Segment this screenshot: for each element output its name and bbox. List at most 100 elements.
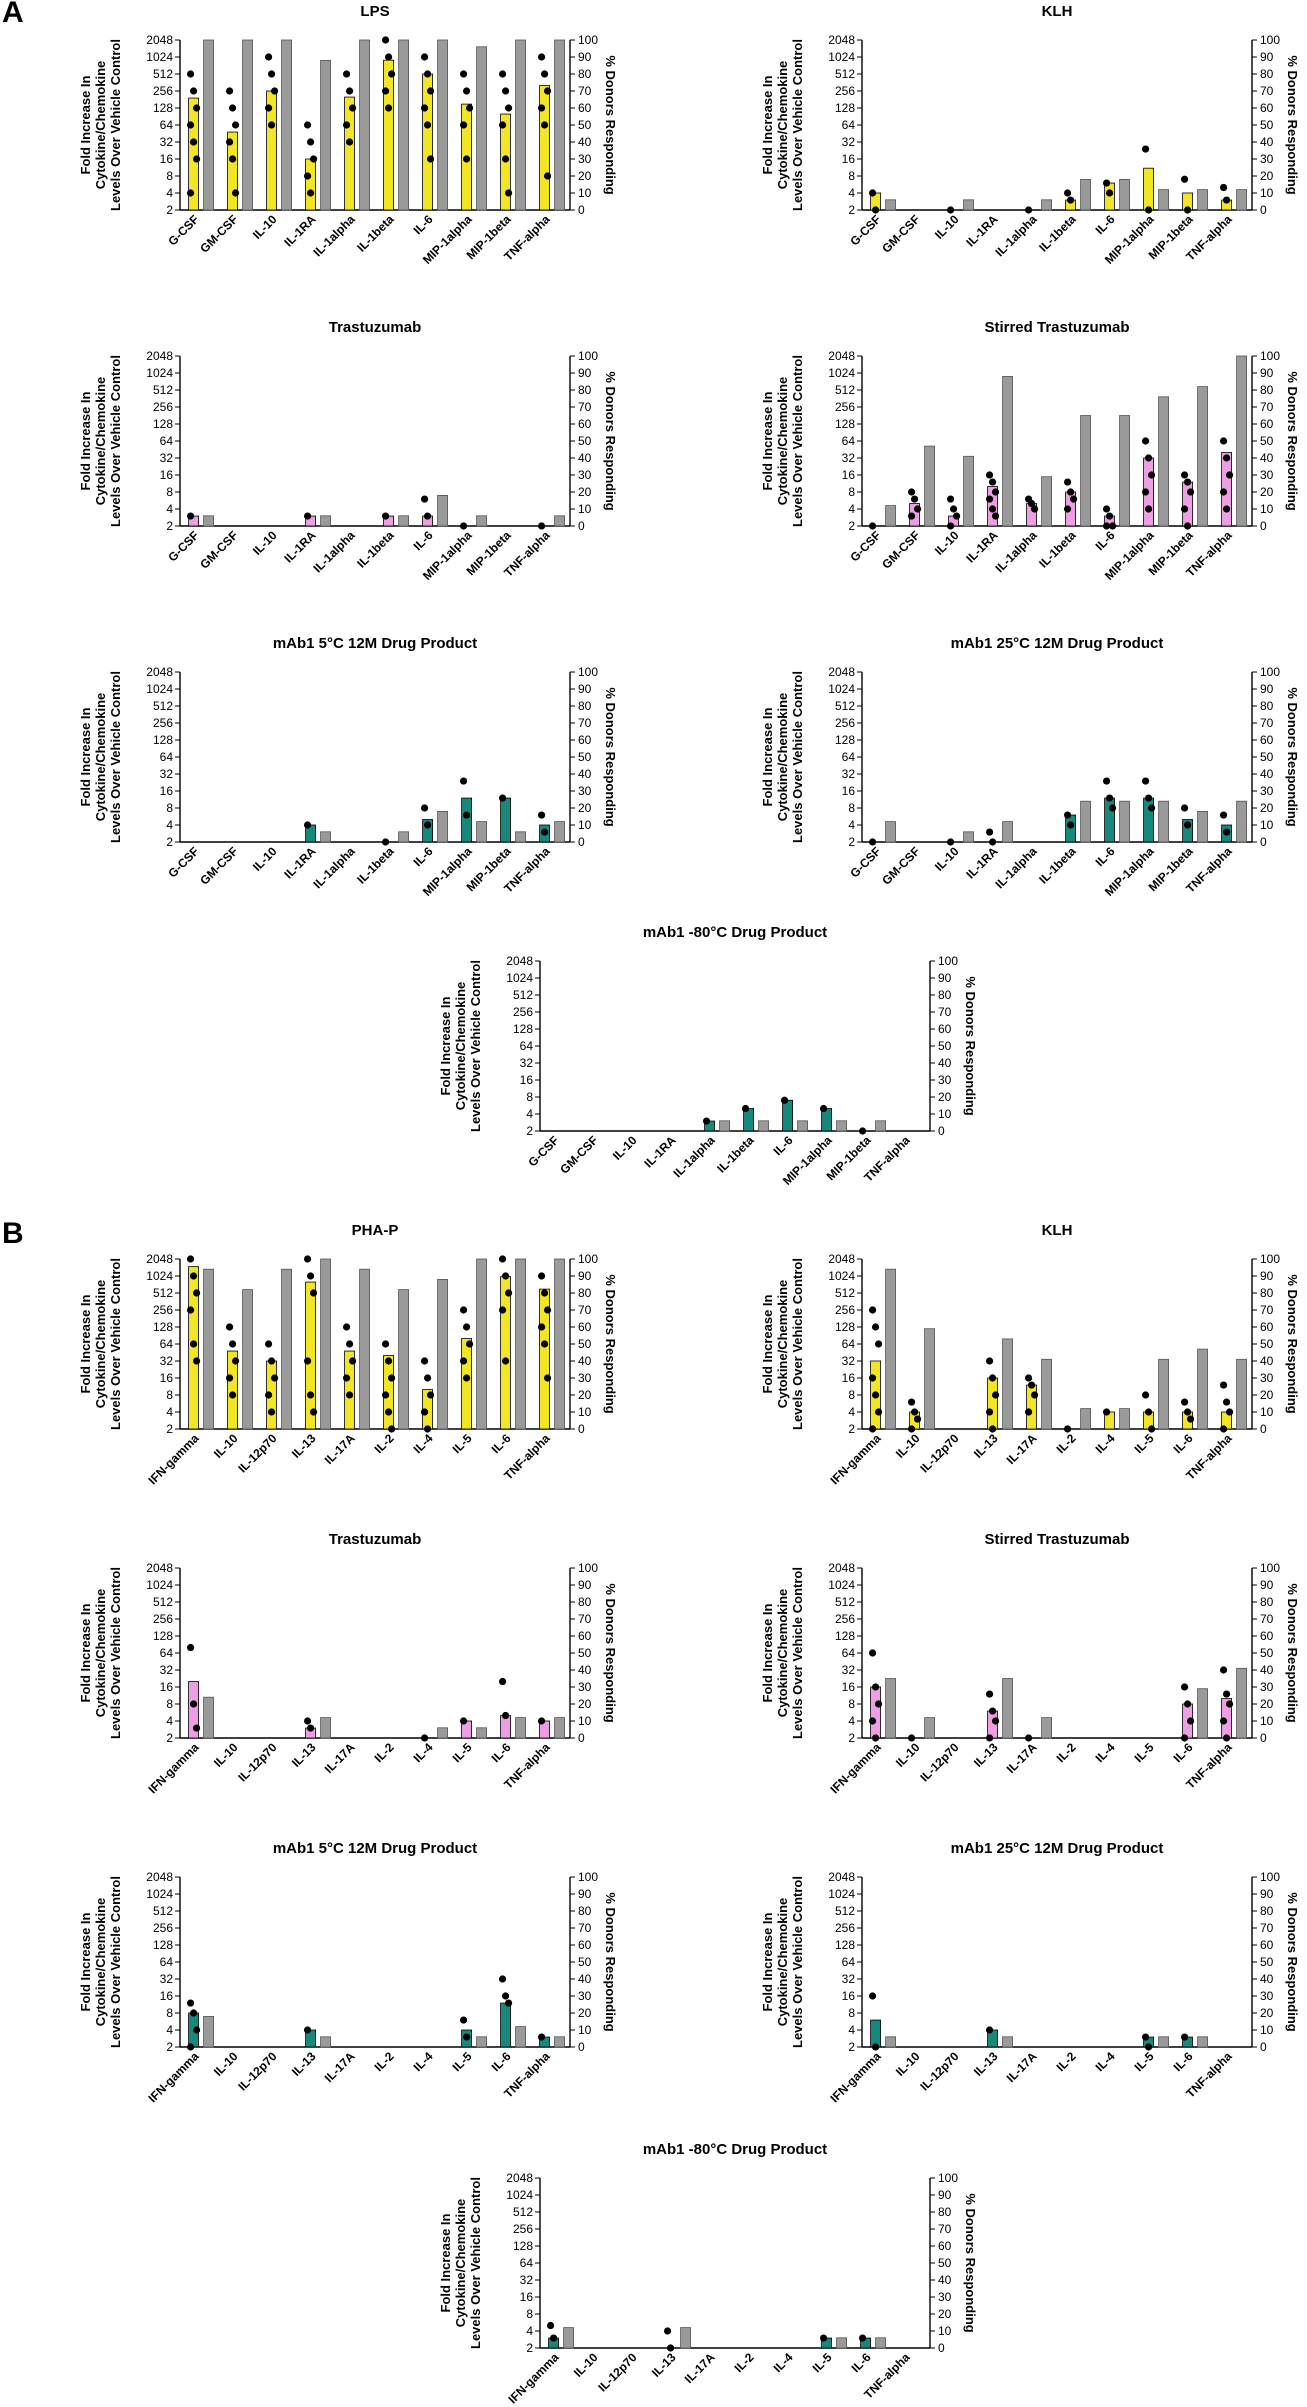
chart-title: mAb1 5°C 12M Drug Product <box>273 1840 477 1857</box>
y-tick-label: 512 <box>835 1595 855 1609</box>
y2-tick-label: 70 <box>1260 400 1274 414</box>
category-label: IL-6 <box>411 212 436 237</box>
donor-point <box>868 1306 877 1314</box>
donor-point <box>1024 206 1033 214</box>
y2-tick-label: 10 <box>578 2023 592 2037</box>
donor-point <box>231 121 240 129</box>
y-axis-label-line: Levels Over Vehicle Control <box>468 2177 483 2349</box>
y2-axis-label: % Donors Responding <box>603 371 618 510</box>
donor-point <box>225 1374 234 1382</box>
donor-point <box>1180 804 1189 812</box>
y-axis-label-line: Fold Increase In <box>78 75 93 174</box>
donor-point <box>504 1289 513 1297</box>
y-tick-label: 2 <box>526 1124 533 1138</box>
y2-tick-label: 30 <box>1260 784 1274 798</box>
category-label: IL-10 <box>571 2350 601 2380</box>
y-tick-label: 512 <box>835 383 855 397</box>
donor-point <box>1030 505 1039 513</box>
y-axis-label-line: Fold Increase In <box>438 996 453 1095</box>
y-tick-label: 16 <box>842 152 856 166</box>
donor-point <box>1066 488 1075 496</box>
category-label: G-CSF <box>847 528 883 564</box>
donor-percent-bar <box>1080 415 1091 527</box>
donor-point <box>303 172 312 180</box>
y-tick-label: 1024 <box>506 971 533 985</box>
donor-point <box>423 1374 432 1382</box>
category-label: IL-12p70 <box>235 1740 280 1785</box>
y-axis-label-line: Fold Increase In <box>78 1603 93 1702</box>
y-tick-label: 16 <box>842 1680 856 1694</box>
category-label: IL-5 <box>450 1740 475 1765</box>
donor-point <box>946 838 955 846</box>
donor-percent-bar <box>1119 178 1130 211</box>
y-tick-label: 512 <box>153 1286 173 1300</box>
donor-point <box>186 2043 195 2051</box>
donor-point <box>985 2026 994 2034</box>
y-tick-label: 2 <box>848 1731 855 1745</box>
y-tick-label: 1024 <box>828 1887 855 1901</box>
y2-tick-label: 60 <box>578 1629 592 1643</box>
panel-label-b: B <box>2 1217 24 1250</box>
category-label: IL-12p70 <box>235 2049 280 2094</box>
y2-tick-label: 50 <box>938 1039 952 1053</box>
donor-point <box>543 87 552 95</box>
y-tick-label: 64 <box>842 118 856 132</box>
y-tick-label: 128 <box>153 417 173 431</box>
y-tick-label: 4 <box>848 818 855 832</box>
y-tick-label: 4 <box>166 2023 173 2037</box>
y-axis-label-line: Fold Increase In <box>78 1912 93 2011</box>
fold-bar <box>188 97 199 211</box>
y2-tick-label: 80 <box>578 1595 592 1609</box>
donor-point <box>868 1374 877 1382</box>
donor-point <box>303 821 312 829</box>
y2-axis-label: % Donors Responding <box>963 2193 978 2332</box>
y-tick-label: 128 <box>513 2239 533 2253</box>
donor-percent-bar <box>398 515 409 527</box>
y2-tick-label: 40 <box>1260 1354 1274 1368</box>
y-tick-label: 32 <box>160 767 174 781</box>
y2-tick-label: 0 <box>578 519 585 533</box>
donor-percent-bar <box>203 1696 214 1739</box>
donor-point <box>1102 777 1111 785</box>
y2-axis-label: % Donors Responding <box>1285 371 1300 510</box>
y2-tick-label: 10 <box>578 502 592 516</box>
category-label: IL-2 <box>1054 2049 1079 2074</box>
donor-point <box>306 138 315 146</box>
category-label: IL-6 <box>1171 1740 1196 1765</box>
donor-point <box>498 1677 507 1686</box>
donor-point <box>423 121 432 129</box>
donor-point <box>423 821 432 829</box>
y2-tick-label: 60 <box>938 1022 952 1036</box>
y2-tick-label: 40 <box>578 135 592 149</box>
donor-percent-bar <box>320 1258 331 1430</box>
category-label: IL-12p70 <box>917 1431 962 1476</box>
y-tick-label: 64 <box>160 434 174 448</box>
category-label: IL-10 <box>932 528 962 558</box>
donor-point <box>910 495 919 503</box>
category-label: IL-10 <box>893 1431 923 1461</box>
category-label: IL-1alpha <box>992 844 1039 891</box>
y-tick-label: 16 <box>160 152 174 166</box>
donor-point <box>910 1408 919 1416</box>
category-label: IL-17A <box>1004 1740 1040 1776</box>
y-tick-label: 16 <box>160 1371 174 1385</box>
donor-percent-bar <box>281 1268 292 1430</box>
category-label: IL-10 <box>932 844 962 874</box>
donor-percent-bar <box>1002 1678 1013 1739</box>
donor-point <box>1186 488 1195 496</box>
category-label: IL-17A <box>322 1740 358 1776</box>
donor-point <box>907 1398 916 1406</box>
chart-title: mAb1 -80°C Drug Product <box>643 924 827 941</box>
donor-point <box>1069 495 1078 503</box>
donor-point <box>988 1707 997 1715</box>
donor-point <box>1222 454 1231 462</box>
y2-tick-label: 60 <box>578 1938 592 1952</box>
donor-percent-bar <box>437 494 448 527</box>
y2-tick-label: 10 <box>578 1405 592 1419</box>
donor-point <box>1030 1391 1039 1399</box>
category-label: IL-17A <box>682 2350 718 2386</box>
donor-point <box>537 53 546 61</box>
donor-percent-bar <box>1197 811 1208 843</box>
y-tick-label: 1024 <box>146 366 173 380</box>
category-label: IFN-gamma <box>828 1431 884 1487</box>
